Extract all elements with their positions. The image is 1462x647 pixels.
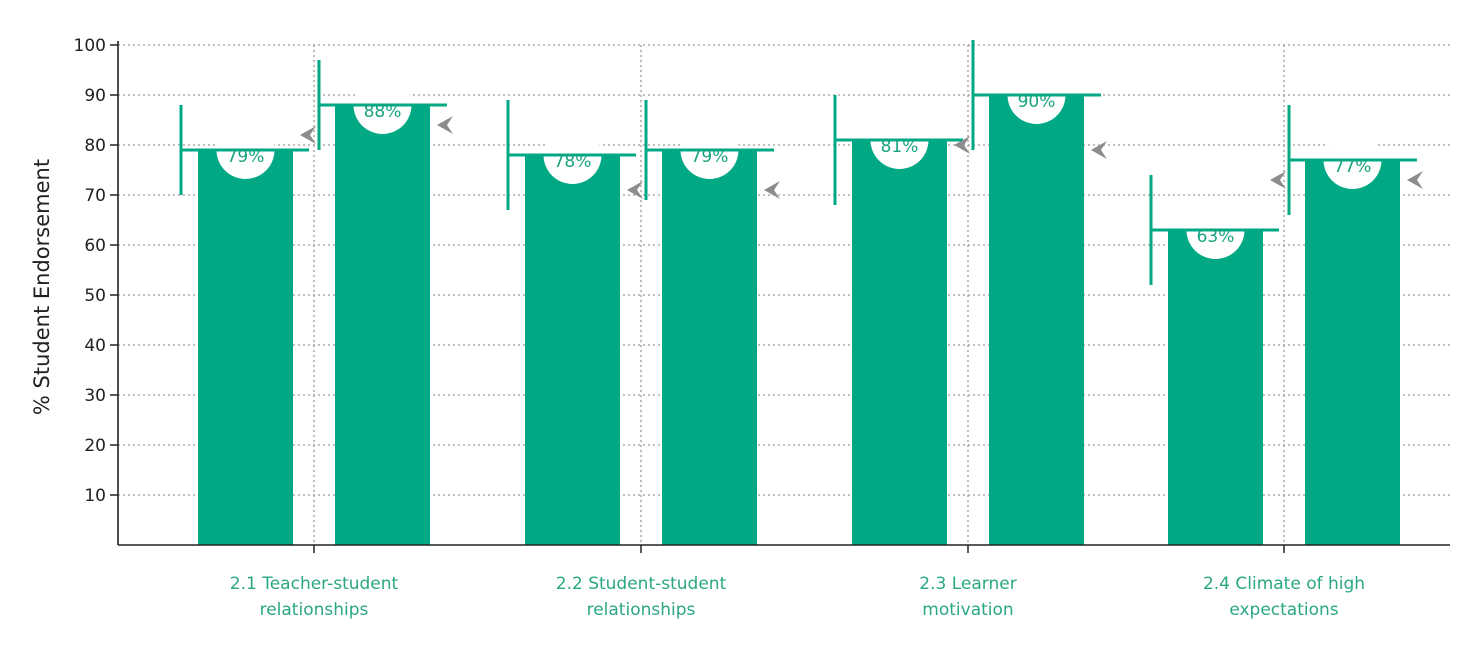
data-label: 79% — [691, 147, 729, 167]
y-tick-label: 20 — [84, 436, 106, 456]
bar — [1168, 230, 1263, 545]
data-label: 79% — [227, 147, 265, 167]
bar — [852, 140, 947, 545]
marker-chevron — [764, 181, 780, 199]
marker-chevron — [300, 126, 316, 144]
bar — [1305, 160, 1400, 545]
x-category-label: relationships — [260, 600, 369, 620]
data-label: 63% — [1197, 227, 1235, 247]
y-tick-label: 80 — [84, 136, 106, 156]
bars: 79% 88% 78% 79% 81% 90% 63% 77% — [179, 40, 1423, 545]
y-tick-label: 100 — [74, 36, 106, 56]
bar — [525, 155, 620, 545]
x-category-label: 2.1 Teacher-student — [230, 574, 399, 594]
bar — [989, 95, 1084, 545]
marker-chevron — [954, 136, 970, 154]
y-tick-label: 70 — [84, 186, 106, 206]
marker-chevron — [1407, 171, 1423, 189]
data-label: 88% — [364, 102, 402, 122]
data-label: 81% — [881, 137, 919, 157]
x-category-label: 2.3 Learner — [919, 574, 1016, 594]
bar — [335, 105, 430, 545]
y-tick-label: 30 — [84, 386, 106, 406]
x-category-label: 2.4 Climate of high — [1203, 574, 1365, 594]
bar — [662, 150, 757, 545]
data-label: 77% — [1334, 157, 1372, 177]
y-axis-title: % Student Endorsement — [30, 159, 54, 415]
marker-chevron — [1270, 171, 1286, 189]
y-tick-label: 50 — [84, 286, 106, 306]
marker-chevron — [1091, 141, 1107, 159]
data-label: 90% — [1018, 92, 1056, 112]
y-tick-label: 90 — [84, 86, 106, 106]
x-category-label: 2.2 Student-student — [556, 574, 727, 594]
axes: 10 20 30 40 50 60 70 80 90 100 2.1 Teacher-student… — [74, 36, 1450, 620]
x-category-label: motivation — [922, 600, 1013, 620]
y-tick-label: 60 — [84, 236, 106, 256]
y-tick-label: 10 — [84, 486, 106, 506]
y-tick-label: 40 — [84, 336, 106, 356]
bar — [198, 150, 293, 545]
data-label: 78% — [554, 152, 592, 172]
x-category-label: relationships — [587, 600, 696, 620]
marker-chevron — [437, 116, 453, 134]
marker-chevron — [627, 181, 643, 199]
x-category-label: expectations — [1229, 600, 1338, 620]
